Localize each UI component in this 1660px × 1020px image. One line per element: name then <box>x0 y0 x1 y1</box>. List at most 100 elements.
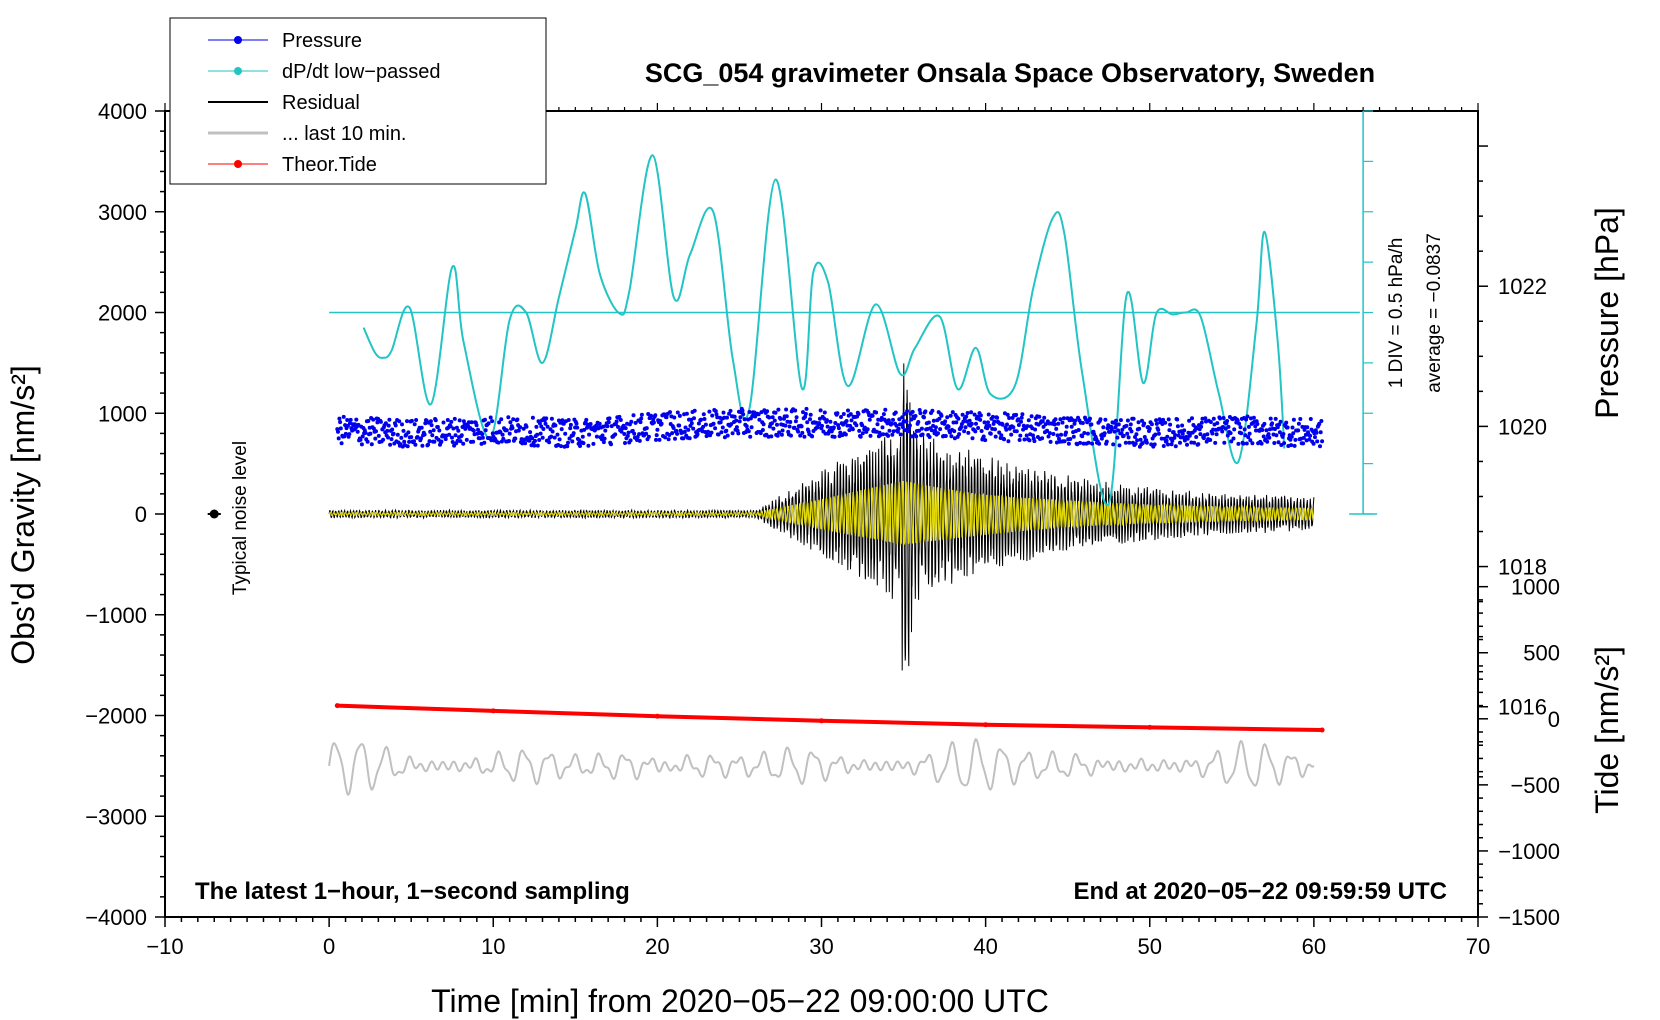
tide-point <box>819 718 824 724</box>
pressure-point <box>1307 437 1312 442</box>
pressure-point <box>1279 443 1284 447</box>
pressure-point <box>1244 417 1249 422</box>
pressure-point <box>538 431 543 436</box>
pressure-point <box>1190 416 1194 421</box>
y-tick-label: 3000 <box>98 200 147 225</box>
pressure-point <box>1319 419 1324 423</box>
pressure-point <box>1134 432 1139 437</box>
x-tick-label: 70 <box>1466 934 1490 959</box>
pressure-point <box>1285 425 1290 430</box>
pressure-point <box>1247 431 1252 436</box>
pressure-point <box>904 419 909 424</box>
pressure-point <box>891 429 896 434</box>
pressure-point <box>570 439 575 444</box>
pressure-point <box>976 426 981 430</box>
pressure-point <box>1180 431 1185 436</box>
pressure-point <box>946 424 951 429</box>
pressure-point <box>574 421 579 426</box>
pressure-point <box>1264 428 1269 433</box>
pressure-point <box>1086 440 1091 445</box>
pressure-point <box>686 427 691 432</box>
pressure-point <box>687 436 692 441</box>
pressure-point <box>387 417 392 422</box>
x-tick-label: 40 <box>973 934 997 959</box>
pressure-point <box>874 410 879 415</box>
legend-label-tide: Theor.Tide <box>282 154 377 176</box>
pressure-point <box>1289 443 1294 448</box>
pressure-point <box>1103 417 1108 422</box>
pressure-point <box>644 431 649 436</box>
pressure-point <box>1040 419 1045 424</box>
pressure-point <box>559 444 563 449</box>
pressure-point <box>533 438 537 443</box>
legend: Pressure dP/dt low−passed Residual ... l… <box>169 17 547 185</box>
pressure-point <box>560 418 565 423</box>
pressure-tick-label: 1016 <box>1498 695 1547 720</box>
pressure-point <box>1089 422 1094 427</box>
pressure-point <box>972 412 977 417</box>
pressure-point <box>420 443 425 448</box>
pressure-point <box>833 421 838 425</box>
pressure-point <box>793 408 798 413</box>
pressure-point <box>695 432 700 437</box>
pressure-point <box>391 431 396 436</box>
pressure-point <box>1277 430 1282 435</box>
pressure-point <box>633 420 638 425</box>
x-tick-label: 60 <box>1302 934 1326 959</box>
pressure-point <box>907 423 912 428</box>
pressure-point <box>1142 435 1147 439</box>
pressure-point <box>563 431 568 436</box>
pressure-point <box>476 427 480 432</box>
pressure-point <box>667 433 672 437</box>
pressure-point <box>713 426 718 431</box>
pressure-point <box>490 419 495 424</box>
pressure-point <box>939 413 944 418</box>
pressure-point <box>466 420 471 425</box>
pressure-point <box>471 439 476 444</box>
pressure-point <box>1173 433 1178 437</box>
pressure-point <box>366 419 371 423</box>
pressure-tick-label: 1018 <box>1498 555 1547 580</box>
pressure-point <box>1029 414 1034 419</box>
pressure-point <box>1222 440 1227 445</box>
x-tick-label: 50 <box>1138 934 1162 959</box>
pressure-point <box>483 417 487 422</box>
pressure-point <box>508 420 513 425</box>
pressure-point <box>917 428 921 433</box>
pressure-point <box>1278 419 1283 424</box>
pressure-point <box>978 417 983 422</box>
pressure-point <box>1175 424 1180 429</box>
pressure-point <box>386 435 390 440</box>
tide-point <box>654 713 660 719</box>
pressure-point <box>949 434 954 439</box>
pressure-point <box>1214 432 1219 437</box>
pressure-point <box>1047 431 1052 436</box>
pressure-point <box>1073 418 1078 423</box>
pressure-point <box>808 417 812 422</box>
pressure-point <box>1159 436 1164 441</box>
pressure-point <box>1164 438 1169 443</box>
pressure-point <box>1220 429 1225 434</box>
pressure-point <box>639 416 644 421</box>
pressure-point <box>703 422 708 427</box>
pressure-point <box>381 437 386 442</box>
pressure-point <box>575 425 580 430</box>
pressure-point <box>770 415 775 420</box>
pressure-point <box>954 420 959 425</box>
pressure-point <box>464 437 469 442</box>
pressure-point <box>412 422 417 427</box>
pressure-point <box>666 437 671 442</box>
pressure-point <box>1072 421 1077 426</box>
pressure-point <box>1273 416 1278 421</box>
pressure-point <box>965 411 970 415</box>
pressure-point <box>734 425 739 430</box>
tide-tick-label: −500 <box>1510 773 1560 798</box>
legend-label-pressure: Pressure <box>282 30 362 52</box>
pressure-point <box>374 429 378 434</box>
pressure-point <box>1301 435 1306 440</box>
pressure-point <box>1071 434 1076 439</box>
pressure-point <box>818 408 823 413</box>
average-note: average = −0.0837 <box>1424 233 1445 393</box>
pressure-point <box>1244 441 1249 446</box>
pressure-point <box>808 412 813 417</box>
